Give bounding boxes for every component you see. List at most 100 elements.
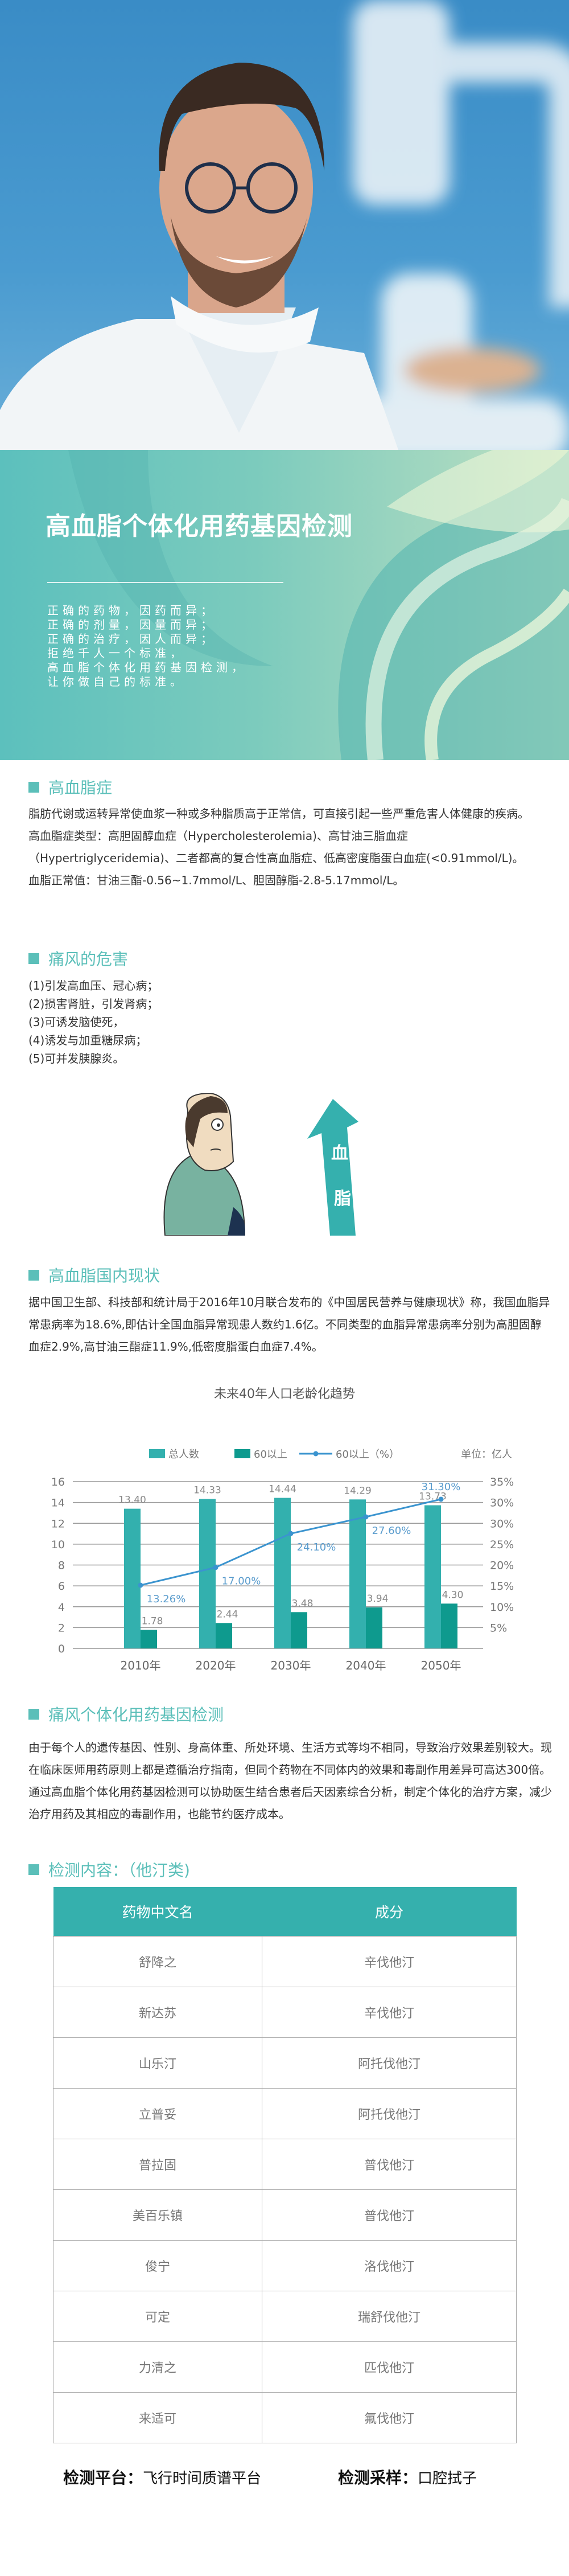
y2-tick-label: 25% bbox=[490, 1539, 514, 1551]
y2-tick-label: 5% bbox=[490, 1622, 507, 1634]
bar-total bbox=[424, 1505, 441, 1648]
x-tick-label: 2010年 bbox=[121, 1659, 161, 1672]
bar-data-label: 14.44 bbox=[269, 1484, 296, 1495]
unit-label: 单位：亿人 bbox=[461, 1449, 512, 1461]
section-heading-status: 高血脂国内现状 bbox=[28, 1264, 160, 1286]
line-point bbox=[138, 1582, 143, 1588]
drug-name-cell: 普拉固 bbox=[53, 2138, 262, 2190]
x-tick-label: 2040年 bbox=[346, 1659, 386, 1672]
line-data-label: 13.26% bbox=[147, 1593, 186, 1605]
table-row: 普拉固 普伐他汀 bbox=[53, 2138, 517, 2190]
line-point bbox=[288, 1531, 294, 1536]
title-banner bbox=[0, 450, 569, 760]
legend-swatch-60plus bbox=[234, 1449, 250, 1458]
line-point bbox=[363, 1514, 369, 1520]
drug-name-cell: 力清之 bbox=[53, 2341, 262, 2393]
ingredient-cell: 匹伐他汀 bbox=[262, 2341, 517, 2393]
bar-data-label: 13.40 bbox=[118, 1495, 146, 1506]
y-tick-label: 12 bbox=[51, 1517, 65, 1530]
slogan-line: 正确的药物，因药而异； bbox=[47, 604, 216, 617]
slogan-line: 正确的治疗，因人而异； bbox=[47, 632, 216, 646]
bar-60plus bbox=[216, 1623, 232, 1648]
ingredient-cell: 阿托伐他汀 bbox=[262, 2037, 517, 2089]
column-header-ingredient: 成分 bbox=[262, 1887, 517, 1936]
ingredient-cell: 普伐他汀 bbox=[262, 2138, 517, 2190]
bar-data-label: 4.30 bbox=[442, 1589, 464, 1601]
list-item: (4)诱发与加重糖尿病； bbox=[28, 1033, 147, 1047]
y-tick-label: 14 bbox=[51, 1497, 65, 1509]
drug-name-cell: 来适可 bbox=[53, 2392, 262, 2443]
wave-decoration bbox=[68, 450, 569, 760]
slogan-line: 拒绝千人一个标准， bbox=[47, 646, 185, 660]
y2-tick-label: 30% bbox=[490, 1497, 514, 1509]
table-header-row: 药物中文名 成分 bbox=[53, 1887, 517, 1936]
list-item: (2)损害肾脏，引发肾病； bbox=[28, 997, 159, 1011]
bar-60plus bbox=[141, 1630, 157, 1648]
bar-60plus bbox=[366, 1607, 382, 1648]
sample-info: 检测采样：口腔拭子 bbox=[338, 2468, 477, 2487]
column-header-drug-name: 药物中文名 bbox=[53, 1887, 262, 1936]
bar-total bbox=[274, 1498, 291, 1648]
table-row: 山乐汀 阿托伐他汀 bbox=[53, 2037, 517, 2089]
list-item: (1)引发高血压、冠心病； bbox=[28, 979, 159, 992]
bar-data-label: 14.33 bbox=[193, 1485, 221, 1496]
line-data-label: 17.00% bbox=[222, 1576, 261, 1588]
drug-table: 药物中文名 成分 舒降之 辛伐他汀 新达苏 辛伐他汀 山乐汀 阿托伐他汀 立普妥 阿托伐他汀普… bbox=[53, 1887, 517, 2443]
doctor-photo bbox=[0, 0, 569, 450]
drug-name-cell: 立普妥 bbox=[53, 2087, 262, 2139]
list-item: (5)可并发胰腺炎。 bbox=[28, 1052, 125, 1065]
y2-tick-label: 35% bbox=[490, 1476, 514, 1488]
table-row: 新达苏 辛伐他汀 bbox=[53, 1986, 517, 2038]
bar-60plus bbox=[441, 1603, 457, 1648]
bar-total bbox=[124, 1508, 141, 1648]
table-row: 可定 瑞舒伐他汀 bbox=[53, 2290, 517, 2342]
drug-name-cell: 可定 bbox=[53, 2290, 262, 2342]
bar-total bbox=[199, 1499, 216, 1648]
hero-photo bbox=[0, 0, 569, 450]
y-tick-label: 4 bbox=[58, 1601, 65, 1614]
ingredient-cell: 洛伐他汀 bbox=[262, 2239, 517, 2291]
section-heading-gene-test: 痛风个体化用药基因检测 bbox=[28, 1703, 224, 1725]
gene-test-text: 由于每个人的遗传基因、性别、身高体重、所处环境、生活方式等均不相同，导致治疗效果… bbox=[28, 1741, 552, 1821]
drug-name-cell: 山乐汀 bbox=[53, 2037, 262, 2089]
x-tick-label: 2020年 bbox=[196, 1659, 236, 1672]
legend-label: 总人数 bbox=[168, 1449, 199, 1461]
slogan-line: 高血脂个体化用药基因检测， bbox=[47, 661, 247, 674]
bar-data-label: 1.78 bbox=[142, 1615, 163, 1627]
legend-label: 60以上（%） bbox=[336, 1449, 399, 1461]
arrow-text: 血 bbox=[331, 1143, 348, 1163]
bar-data-label: 2.44 bbox=[217, 1609, 238, 1620]
table-row: 舒降之 辛伐他汀 bbox=[53, 1935, 517, 1987]
drug-name-cell: 新达苏 bbox=[53, 1986, 262, 2038]
square-bullet-icon bbox=[28, 953, 39, 964]
slogan: 正确的药物，因药而异； 正确的剂量，因量而异； 正确的治疗，因人而异； 拒绝千人… bbox=[47, 604, 247, 689]
page-title: 高血脂个体化用药基因检测 bbox=[46, 512, 353, 541]
y2-tick-label: 20% bbox=[490, 1560, 514, 1572]
square-bullet-icon bbox=[28, 1864, 39, 1875]
table-row: 俊宁 洛伐他汀 bbox=[53, 2239, 517, 2291]
line-data-label: 31.30% bbox=[422, 1481, 461, 1493]
legend-swatch-total bbox=[149, 1449, 165, 1458]
hyperlipidemia-text: 脂肪代谢或运转异常使血浆一种或多种脂质高于正常信，可直接引起一些严重危害人体健康… bbox=[28, 807, 529, 887]
drug-name-cell: 美百乐镇 bbox=[53, 2189, 262, 2241]
bar-60plus bbox=[291, 1612, 307, 1648]
line-data-label: 27.60% bbox=[372, 1525, 411, 1537]
y-tick-label: 6 bbox=[58, 1580, 65, 1593]
square-bullet-icon bbox=[28, 1269, 39, 1281]
section-heading-content: 检测内容：（他汀类) bbox=[28, 1858, 190, 1881]
table-row: 美百乐镇 普伐他汀 bbox=[53, 2189, 517, 2241]
chart-title: 未来40年人口老龄化趋势 bbox=[214, 1387, 355, 1401]
legend-line-marker bbox=[313, 1451, 319, 1457]
aging-trend-chart: 0 2 4 6 8 10 12 14 16 5% 10% 15% 20% 25% 30% 30% 35% 2010… bbox=[51, 1449, 514, 1672]
ingredient-cell: 辛伐他汀 bbox=[262, 1986, 517, 2038]
square-bullet-icon bbox=[28, 781, 39, 793]
y2-tick-label: 30% bbox=[490, 1517, 514, 1530]
line-data-label: 24.10% bbox=[297, 1541, 336, 1553]
y-tick-label: 0 bbox=[58, 1643, 65, 1655]
legend-label: 60以上 bbox=[254, 1449, 287, 1461]
harm-list: (1)引发高血压、冠心病； (2)损害肾脏，引发肾病； (3)可诱发脑使死， (… bbox=[28, 977, 158, 1068]
x-tick-label: 2030年 bbox=[271, 1659, 311, 1672]
y2-tick-label: 15% bbox=[490, 1580, 514, 1593]
drug-name-cell: 舒降之 bbox=[53, 1935, 262, 1987]
status-text: 据中国卫生部、科技部和统计局于2016年10月联合发布的《中国居民营养与健康现状… bbox=[28, 1295, 550, 1353]
